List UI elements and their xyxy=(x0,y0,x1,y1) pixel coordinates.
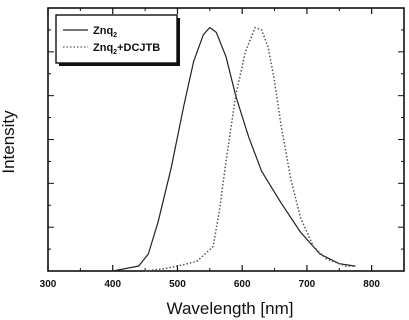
legend-label-0: Znq2 xyxy=(93,25,117,39)
legend-label-1: Znq2+DCJTB xyxy=(93,42,160,56)
legend-label-subscript: 2 xyxy=(113,49,117,56)
x-tick-label: 500 xyxy=(169,279,186,290)
x-tick-label: 700 xyxy=(299,279,316,290)
legend-label-main: Znq xyxy=(93,42,113,54)
legend-box xyxy=(55,14,178,64)
x-tick-label: 300 xyxy=(40,279,57,290)
series-line-0 xyxy=(86,26,356,272)
legend-label-suffix: +DCJTB xyxy=(117,42,160,54)
legend-label-main: Znq xyxy=(93,25,113,37)
x-tick-label: 800 xyxy=(363,279,380,290)
axes: 300 400 500 600 700 800 xyxy=(40,7,405,290)
x-tick-label: 600 xyxy=(234,279,251,290)
y-axis-title: Intensity xyxy=(0,110,18,174)
x-tick-label: 400 xyxy=(104,279,121,290)
legend-label-subscript: 2 xyxy=(113,32,117,39)
series-lines xyxy=(86,26,356,272)
x-axis-title: Wavelength [nm] xyxy=(167,299,294,318)
axis-labels: Wavelength [nm] Intensity xyxy=(0,110,293,318)
series-line-1 xyxy=(145,26,356,272)
